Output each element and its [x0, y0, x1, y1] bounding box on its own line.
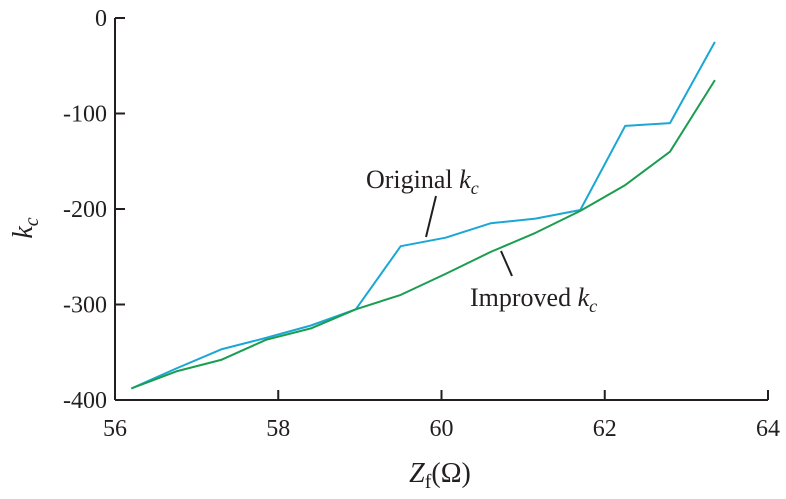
- y-axis-ticks: 0 -100 -200 -300 -400: [63, 6, 125, 414]
- y-tick-label: 0: [95, 6, 107, 32]
- chart-annotations: Original kc Improved kc: [366, 165, 597, 316]
- chart-axes: [114, 18, 768, 401]
- x-tick-label: 58: [266, 416, 290, 442]
- x-axis-ticks: 56 58 60 62 64: [103, 390, 780, 442]
- x-axis-label: Zf(Ω): [409, 458, 471, 493]
- y-tick-label: -400: [63, 388, 107, 414]
- y-tick-label: -300: [63, 293, 107, 319]
- y-tick-label: -100: [63, 102, 107, 128]
- annotation-leader-improved: [500, 250, 513, 277]
- x-tick-label: 64: [756, 416, 780, 442]
- series-line-improved: [130, 79, 716, 390]
- x-tick-label: 60: [430, 416, 454, 442]
- series-line-original: [130, 41, 716, 390]
- chart-series: [130, 41, 716, 390]
- annotation-improved: Improved kc: [470, 283, 597, 316]
- y-tick-label: -200: [63, 197, 107, 223]
- y-axis-label: kc: [8, 217, 43, 238]
- x-tick-label: 56: [103, 416, 127, 442]
- annotation-original: Original kc: [366, 165, 479, 198]
- x-tick-label: 62: [593, 416, 617, 442]
- annotation-leader-original: [425, 195, 437, 238]
